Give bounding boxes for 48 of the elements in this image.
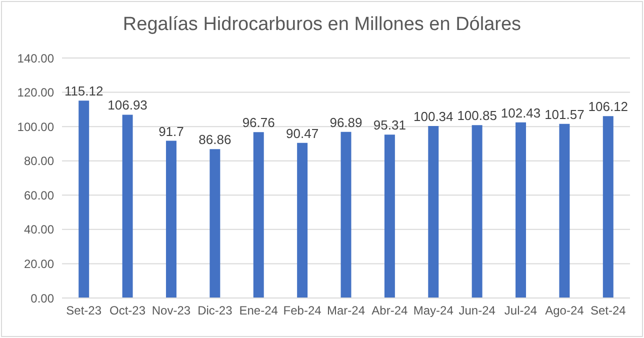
bar: [166, 140, 176, 298]
bar: [559, 124, 570, 298]
y-tick-label: 20.00: [24, 256, 54, 271]
data-label: 115.12: [64, 84, 104, 99]
y-tick-label: 40.00: [24, 222, 54, 237]
data-label: 100.85: [457, 108, 497, 124]
data-label: 96.89: [330, 114, 362, 130]
y-tick-label: 0.00: [30, 291, 54, 306]
y-tick-label: 60.00: [24, 188, 54, 202]
y-tick-label: 100.00: [17, 120, 54, 134]
x-tick-label: Ago-24: [545, 304, 584, 318]
data-label: 86.86: [198, 132, 232, 148]
x-tick-label: Oct-23: [110, 304, 146, 318]
y-tick-label: 140.00: [17, 51, 54, 66]
bar: [78, 100, 90, 298]
data-label: 90.47: [286, 126, 319, 141]
chart-title: Regalías Hidrocarburos en Millones en Dólares: [122, 14, 522, 36]
data-label: 100.34: [414, 108, 454, 124]
x-tick-label: Nov-23: [152, 304, 191, 318]
x-tick-label: Abr-24: [372, 304, 408, 318]
data-label: 102.43: [500, 105, 541, 120]
data-label: 96.76: [242, 115, 275, 130]
bar: [384, 134, 395, 298]
bar: [428, 126, 439, 298]
x-tick-label: Set-24: [590, 304, 626, 318]
data-label: 95.31: [373, 118, 406, 133]
data-label: 101.57: [544, 106, 584, 122]
x-tick-label: Jul-24: [504, 304, 538, 318]
x-tick-label: Mar-24: [326, 304, 366, 318]
bar: [253, 132, 264, 298]
x-tick-label: Jun-24: [458, 304, 496, 318]
x-tick-label: May-24: [413, 304, 454, 318]
bar: [122, 114, 133, 298]
bar: [472, 125, 482, 298]
data-label: 106.12: [588, 99, 628, 114]
x-tick-label: Ene-24: [239, 304, 278, 318]
data-label: 106.93: [108, 98, 148, 113]
x-tick-label: Set-23: [66, 304, 102, 318]
bar: [210, 149, 220, 298]
bar: [297, 142, 308, 298]
data-label: 91.7: [158, 124, 184, 139]
bar: [602, 116, 614, 298]
x-tick-label: Dic-23: [198, 304, 233, 318]
bar: [516, 122, 526, 298]
y-tick-label: 120.00: [17, 86, 54, 100]
x-tick-label: Feb-24: [283, 304, 322, 318]
y-tick-label: 80.00: [24, 154, 54, 168]
bar: [340, 132, 352, 298]
